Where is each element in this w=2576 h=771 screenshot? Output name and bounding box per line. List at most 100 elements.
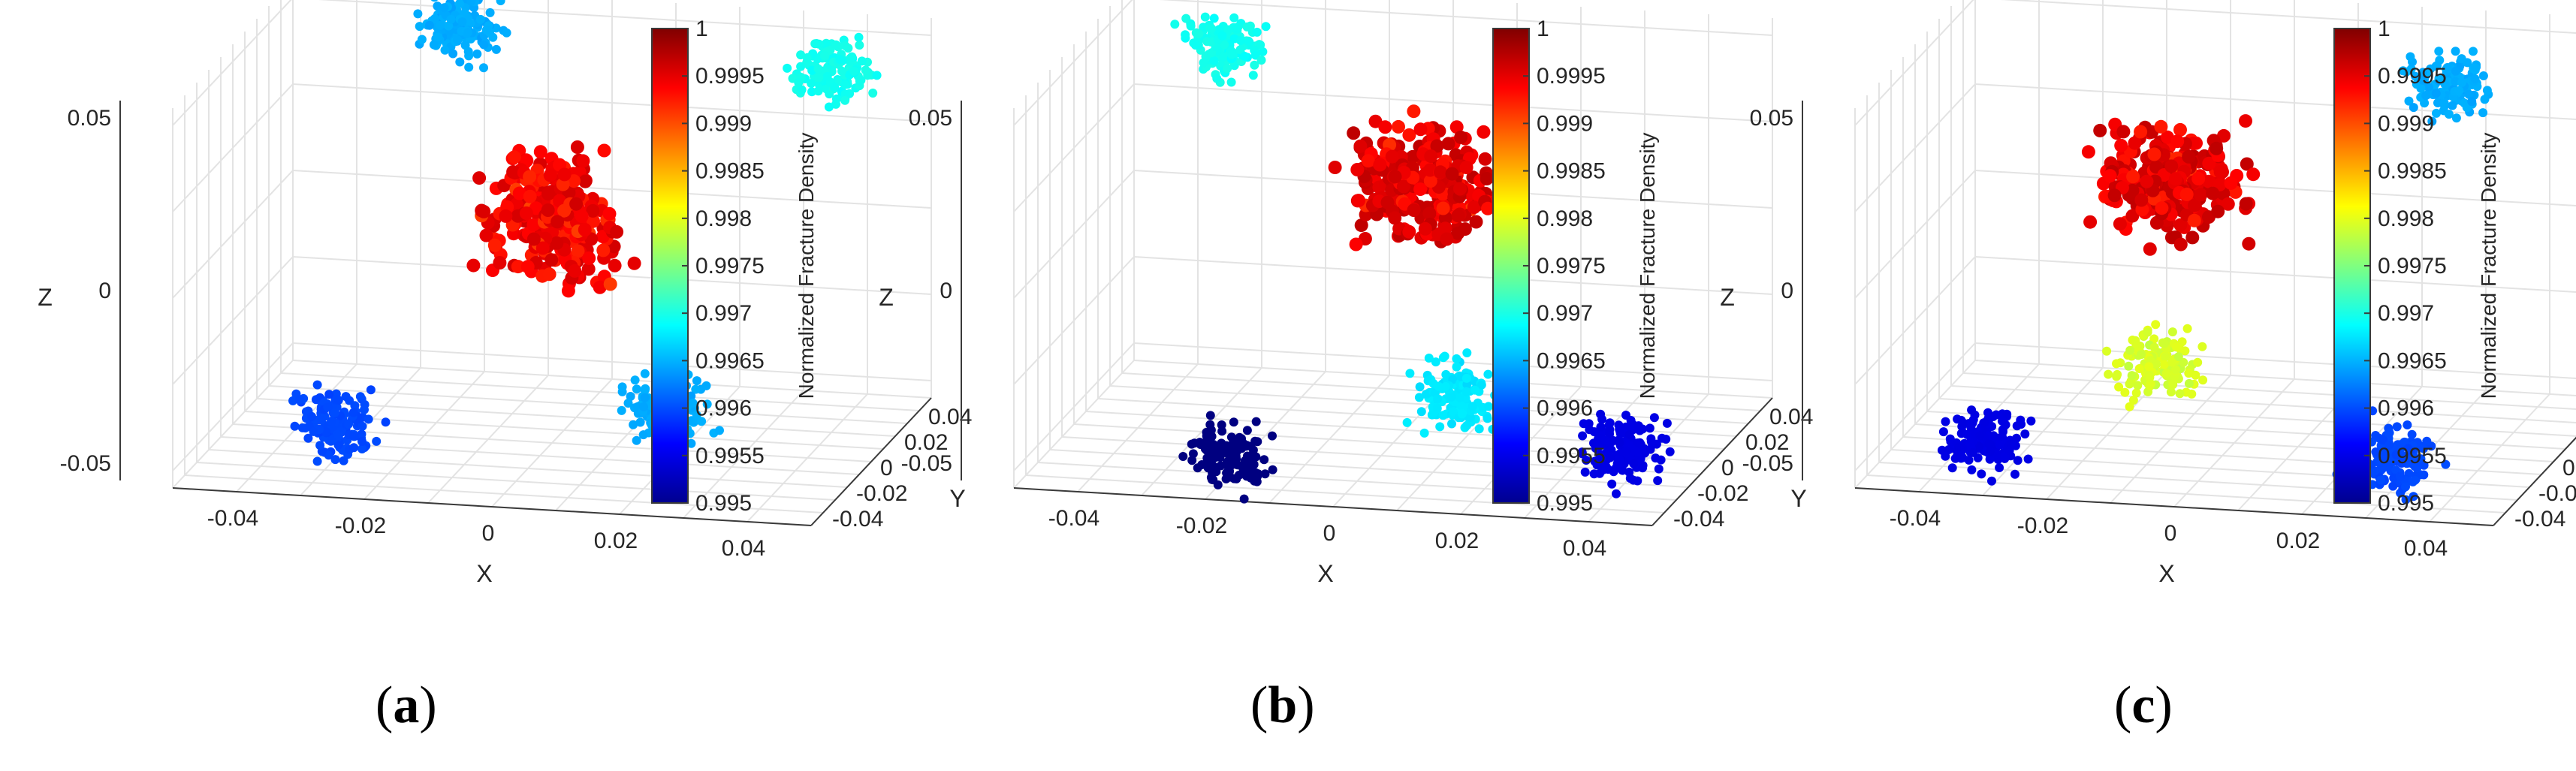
scatter-point: [617, 405, 626, 415]
scatter-point: [1413, 122, 1428, 137]
scatter-point: [2173, 352, 2183, 362]
scatter-point: [1478, 152, 1492, 166]
scatter-point: [1396, 179, 1410, 194]
colorbar-tick-label: 1: [695, 17, 708, 41]
scatter-point: [610, 224, 624, 239]
scatter-point: [822, 84, 831, 94]
scatter-point: [413, 9, 423, 19]
scatter-point: [433, 32, 442, 42]
scatter-point: [1219, 52, 1228, 62]
scatter-point: [1380, 195, 1395, 209]
colorbar-label: Normalized Fracture Density: [795, 133, 818, 399]
scatter-point: [324, 450, 333, 460]
x-tick-label: -0.04: [1890, 506, 1941, 531]
scatter-point: [1200, 12, 1210, 22]
scatter-point: [2454, 86, 2464, 95]
scatter-point: [1591, 444, 1600, 453]
scatter-point: [535, 241, 550, 255]
scatter-point: [847, 52, 857, 62]
scatter-point: [1407, 203, 1421, 217]
scatter-point: [1945, 434, 1955, 444]
y-axis-label: Y: [1790, 485, 1806, 512]
scatter-point: [1440, 232, 1454, 246]
scatter-point: [569, 197, 584, 211]
scatter-point: [2467, 97, 2477, 107]
scatter-point: [1633, 476, 1642, 486]
scatter-point: [2026, 416, 2036, 426]
scatter-point: [2391, 450, 2401, 459]
scatter-point: [1209, 14, 1219, 23]
colorbar-tick-label: 0.998: [2378, 206, 2434, 231]
scatter-point: [1965, 438, 1974, 447]
scatter-point: [2439, 98, 2449, 107]
scatter-point: [1347, 126, 1361, 140]
scatter-point: [333, 440, 343, 450]
scatter-point: [1457, 409, 1467, 419]
scatter-point: [1653, 476, 1663, 486]
scatter-point: [1229, 13, 1239, 23]
scatter-point: [2137, 350, 2146, 360]
scatter-point: [1451, 226, 1465, 240]
scatter-point: [2416, 454, 2426, 464]
scatter-point: [831, 40, 841, 50]
scatter-point: [1213, 480, 1223, 489]
grid-line: [196, 462, 836, 501]
scatter-point: [507, 150, 521, 164]
scatter-point: [2112, 359, 2121, 369]
scatter-point: [2444, 110, 2454, 119]
scatter-point: [581, 262, 596, 276]
scatter-point: [466, 0, 476, 6]
scatter-point: [1261, 22, 1271, 32]
scatter-point: [1453, 182, 1467, 196]
scatter-point: [2194, 188, 2208, 202]
scatter-point: [813, 64, 823, 74]
x-tick-label: -0.04: [1048, 506, 1099, 531]
scatter-point: [1250, 469, 1259, 478]
scatter-point: [2173, 237, 2188, 251]
scatter-point: [692, 410, 701, 420]
scatter-point: [349, 443, 359, 453]
scatter-point: [446, 14, 456, 24]
scatter-point: [2134, 193, 2149, 207]
scatter-point: [2125, 379, 2134, 389]
panel-label-b: (b): [1250, 676, 1315, 734]
scatter-point: [1954, 442, 1963, 452]
scatter-point: [2398, 66, 2408, 76]
scatter-point: [2120, 387, 2130, 397]
colorbar-tick-label: 0.999: [1537, 111, 1593, 136]
grid-line: [172, 255, 932, 385]
scatter-point: [1447, 419, 1456, 429]
scatter-point: [1354, 218, 1368, 233]
scatter-point: [2224, 176, 2238, 190]
scatter-point: [1259, 455, 1269, 465]
grid-line: [172, 342, 932, 471]
scatter-point: [1405, 149, 1419, 164]
scatter-point: [570, 140, 584, 154]
scatter-point: [1605, 418, 1615, 428]
scatter-point: [1239, 494, 1249, 504]
z-tick-label: -0.05: [60, 451, 111, 476]
scatter-point: [1462, 420, 1472, 430]
grid-line: [1854, 0, 2576, 126]
scatter-point: [1448, 407, 1458, 417]
scatter-point: [2401, 495, 2411, 504]
scatter-point: [1480, 172, 1494, 185]
scatter-point: [2151, 320, 2161, 330]
scatter-point: [561, 284, 575, 298]
scatter-point: [1452, 354, 1461, 363]
scatter-point: [2152, 359, 2161, 369]
scatter-point: [436, 20, 445, 30]
scatter-point: [1226, 77, 1236, 87]
scatter-point: [2159, 339, 2169, 348]
grid-line: [1962, 372, 2576, 411]
scatter-point: [630, 375, 640, 385]
colorbar-tick-label: 0.9955: [2378, 444, 2447, 468]
colorbar-tick-label: 0.997: [1537, 301, 1593, 326]
scatter-point: [523, 170, 537, 184]
scatter-point: [794, 78, 804, 87]
z-tick-label: 0.05: [1750, 106, 1793, 131]
scatter-point: [2403, 444, 2413, 453]
scatter-point: [1589, 427, 1599, 437]
scatter-point: [1252, 27, 1262, 37]
scatter-point: [2164, 159, 2179, 173]
